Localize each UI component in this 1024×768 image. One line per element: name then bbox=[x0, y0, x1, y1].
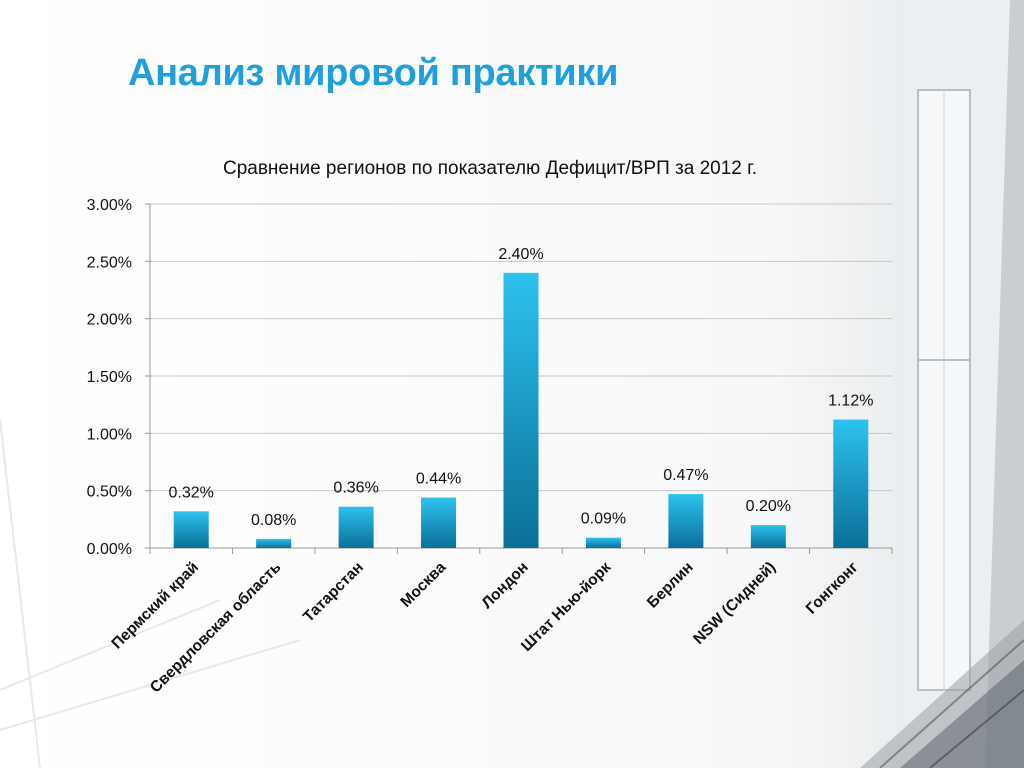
category-label: Гонгконг bbox=[803, 558, 862, 617]
chart-title: Сравнение регионов по показателю Дефицит… bbox=[222, 158, 758, 179]
category-label: NSW (Сидней) bbox=[690, 559, 779, 648]
category-label: Москва bbox=[397, 559, 449, 611]
category-label: Пермский край bbox=[108, 559, 202, 653]
data-label: 0.44% bbox=[416, 471, 461, 488]
y-tick-label: 2.50% bbox=[87, 254, 132, 271]
bar bbox=[421, 497, 457, 548]
y-axis: 0.00% 0.50% 1.00% 1.50% 2.00% 2.50% 3.00% bbox=[87, 197, 151, 558]
bar bbox=[833, 419, 869, 548]
data-label: 0.32% bbox=[169, 484, 214, 501]
category-label: Штат Нью-йорк bbox=[518, 559, 614, 655]
data-label: 0.36% bbox=[333, 480, 378, 497]
data-label: 2.40% bbox=[498, 246, 543, 263]
data-label: 0.09% bbox=[581, 511, 626, 528]
bar bbox=[256, 538, 292, 548]
slide-title: Анализ мировой практики bbox=[128, 52, 619, 94]
bar bbox=[173, 511, 209, 548]
data-label: 0.47% bbox=[663, 467, 708, 484]
bar bbox=[750, 525, 786, 548]
y-tick-label: 1.50% bbox=[87, 369, 132, 386]
y-tick-label: 1.00% bbox=[87, 426, 132, 443]
data-labels: 0.32% 0.08% 0.36% 0.44% 2.40% 0.09% 0.47% 0.20%… bbox=[169, 246, 874, 529]
bar bbox=[585, 537, 621, 548]
category-label: Татарстан bbox=[300, 559, 367, 626]
window-frame-decoration bbox=[860, 0, 1024, 768]
y-tick-label: 3.00% bbox=[87, 197, 132, 214]
data-label: 1.12% bbox=[828, 393, 873, 410]
category-label: Свердловская область bbox=[147, 559, 285, 697]
y-tick-label: 0.00% bbox=[87, 541, 132, 558]
y-tick-label: 2.00% bbox=[87, 312, 132, 329]
category-label: Лондон bbox=[479, 559, 532, 612]
bar bbox=[668, 494, 704, 548]
bar bbox=[503, 272, 539, 548]
category-label: Берлин bbox=[644, 559, 697, 612]
y-tick-label: 0.50% bbox=[87, 484, 132, 501]
bar bbox=[338, 506, 374, 548]
data-label: 0.08% bbox=[251, 512, 296, 529]
bars bbox=[173, 272, 869, 548]
data-label: 0.20% bbox=[746, 498, 791, 515]
x-axis bbox=[149, 547, 893, 554]
